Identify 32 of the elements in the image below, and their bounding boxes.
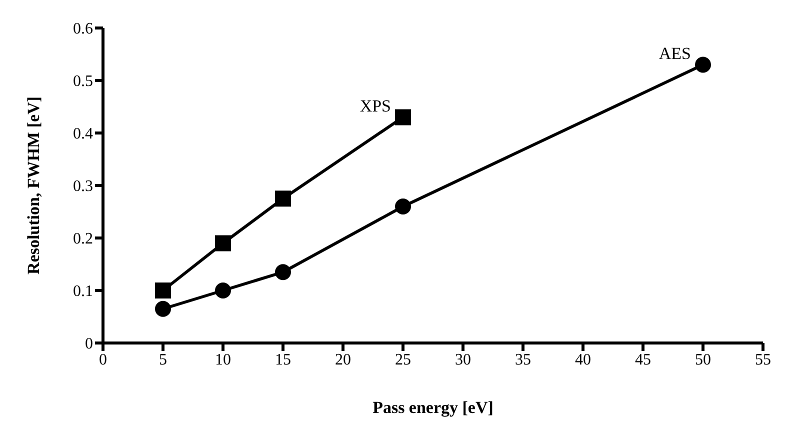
- x-tick-label: 15: [275, 351, 291, 368]
- y-axis-title: Resolution, FWHM [eV]: [24, 96, 44, 275]
- x-tick-label: 55: [755, 351, 771, 368]
- point: [395, 198, 411, 214]
- x-tick-label: 10: [215, 351, 231, 368]
- x-axis-title: Pass energy [eV]: [372, 398, 494, 417]
- point: [155, 282, 171, 298]
- x-tick-label: 0: [99, 351, 107, 368]
- y-tick-label: 0.2: [73, 230, 93, 248]
- point: [155, 300, 171, 317]
- point: [695, 56, 711, 73]
- x-tick-label: 25: [395, 351, 411, 368]
- x-tick-label: 30: [455, 351, 471, 368]
- point: [215, 282, 231, 298]
- y-tick-label: 0.6: [73, 20, 93, 38]
- x-tick-label: 20: [335, 351, 351, 368]
- point: [395, 109, 411, 126]
- x-tick-label: 45: [635, 351, 651, 368]
- x-tick-label: 5: [159, 351, 167, 368]
- point: [215, 235, 231, 252]
- series-label: AES: [658, 44, 691, 63]
- y-tick-label: 0.5: [73, 73, 93, 90]
- x-tick-label: 50: [695, 351, 711, 368]
- y-tick-label: 0: [85, 336, 93, 353]
- x-tick-label: 40: [575, 351, 591, 368]
- point: [275, 190, 291, 207]
- y-tick-label: 0.3: [73, 178, 93, 196]
- point: [275, 264, 291, 280]
- series-label: XPS: [360, 96, 391, 116]
- y-tick-label: 0.1: [73, 283, 93, 300]
- x-tick-label: 35: [515, 351, 531, 368]
- y-tick-label: 0.4: [73, 126, 93, 143]
